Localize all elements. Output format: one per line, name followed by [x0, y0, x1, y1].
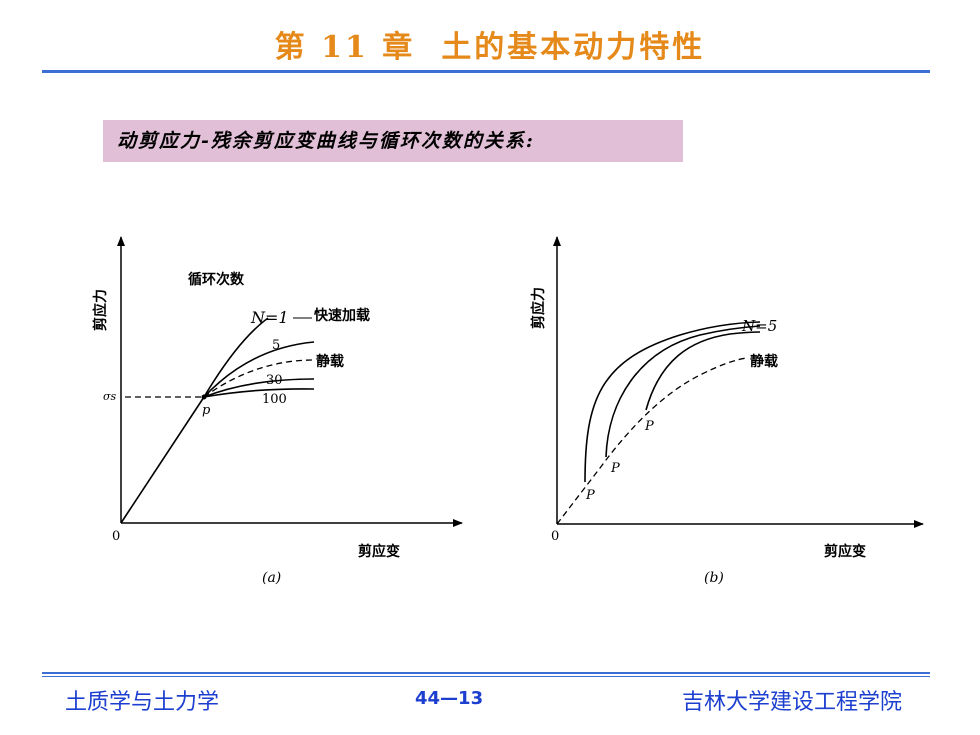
- fig-b-origin: 0: [551, 529, 559, 544]
- fig-a-caption: (a): [262, 570, 281, 586]
- fig-b-p3-label: P: [644, 419, 654, 434]
- fig-a-curve-n5: [203, 341, 315, 398]
- fig-b-p2-label: P: [610, 461, 620, 476]
- fig-a-curve-n100: [203, 388, 315, 398]
- fig-a-label-5: 5: [272, 338, 280, 353]
- footer-institution: 吉林大学建设工程学院: [681, 690, 902, 715]
- fig-b-curve-1: [584, 321, 761, 483]
- fig-a-linear-curve: [120, 396, 205, 524]
- footer-course: 土质学与土力学: [65, 690, 220, 715]
- fig-a-label-100: 100: [262, 392, 287, 407]
- header-rule: [42, 70, 930, 73]
- fig-a-legend-title: 循环次数: [188, 271, 245, 288]
- fig-b-curve-2: [605, 325, 761, 458]
- subtitle-text: 动剪应力-残余剪应变曲线与循环次数的关系:: [117, 130, 535, 152]
- fig-a-curve-n30: [203, 378, 315, 398]
- fig-a-n1-label: N=1: [250, 308, 289, 327]
- fig-b-curve-static: [556, 357, 748, 525]
- fig-b-y-label: 剪应力: [530, 287, 547, 329]
- fig-a-y-label: 剪应力: [92, 289, 109, 331]
- figure-b: 剪应力 0 剪应变 (b) P P P N=5 静载: [530, 236, 924, 586]
- subtitle-box: 动剪应力-残余剪应变曲线与循环次数的关系:: [103, 120, 683, 162]
- fig-b-x-label: 剪应变: [824, 543, 866, 560]
- fig-a-curve-static: [203, 359, 315, 398]
- figure-a: 剪应力 0 剪应变 (a) σs p 循环次数 N=1 快速加载 5 静载 30…: [92, 236, 463, 586]
- fig-b-caption: (b): [704, 570, 724, 586]
- chapter-label: 第 11 章: [274, 30, 416, 65]
- footer-rule-thin: [42, 676, 930, 677]
- fig-a-origin: 0: [112, 529, 120, 544]
- fig-a-n1-note: 快速加载: [314, 307, 370, 324]
- chapter-title: 土的基本动力特性: [441, 30, 706, 65]
- fig-a-x-label: 剪应变: [358, 543, 400, 560]
- fig-a-label-30: 30: [266, 373, 283, 388]
- footer-page-number: 44—13: [415, 688, 484, 709]
- slide-title: 第 11 章土的基本动力特性: [0, 22, 980, 66]
- fig-a-curve-n1: [203, 317, 269, 398]
- fig-a-static-label: 静载: [316, 353, 344, 370]
- fig-b-p1-label: P: [585, 488, 595, 503]
- fig-a-p-label: p: [202, 403, 211, 418]
- fig-b-static-label: 静载: [750, 353, 778, 370]
- footer-rule-thick: [42, 672, 930, 674]
- fig-b-curve-3: [645, 331, 761, 411]
- fig-a-sigma-label: σs: [103, 390, 117, 403]
- fig-b-n-label: N=5: [741, 317, 777, 335]
